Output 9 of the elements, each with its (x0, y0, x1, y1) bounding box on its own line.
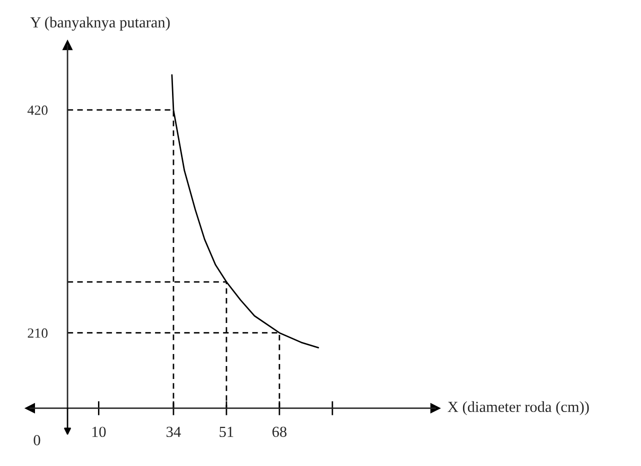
y-tick-label: 210 (28, 328, 48, 338)
x-tick-label: 34 (166, 426, 181, 438)
x-tick-label: 68 (272, 426, 286, 438)
x-tick-label: 51 (220, 426, 234, 438)
text: 0 (34, 435, 40, 446)
y-tick-label: 420 (28, 106, 48, 115)
x-axis-title: X (diameter roda (cm)) (448, 401, 589, 416)
x-tick-label: 10 (92, 426, 106, 438)
y-axis-title: Y (banyaknya putaran) (30, 16, 170, 31)
